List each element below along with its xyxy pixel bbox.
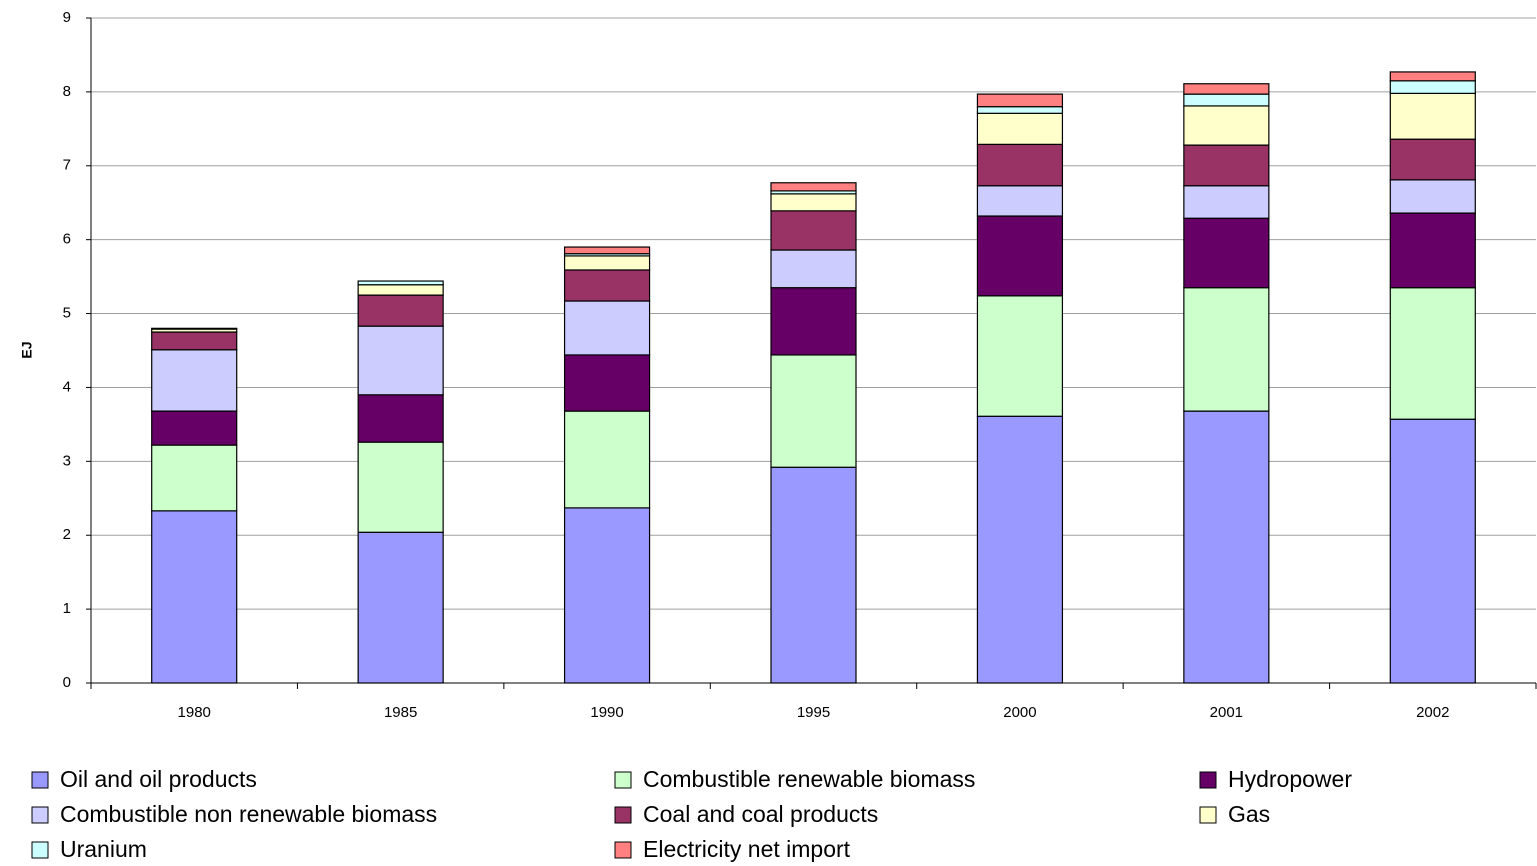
legend-swatch — [31, 771, 49, 789]
bar-segment — [976, 295, 1064, 417]
bar-segment — [357, 284, 444, 296]
legend-label: Uranium — [60, 836, 147, 862]
bar-segment — [151, 327, 238, 330]
legend-label: Oil and oil products — [60, 766, 257, 792]
bar-segment — [770, 193, 857, 212]
bar-segment — [770, 210, 857, 251]
legend-label: Coal and coal products — [643, 801, 878, 827]
bar-segment — [1389, 418, 1476, 684]
bar-segment — [357, 394, 444, 443]
y-axis-label: EJ — [19, 341, 35, 358]
y-tick-label: 1 — [63, 600, 71, 617]
legend-swatch — [31, 841, 49, 859]
bar-segment — [563, 255, 651, 271]
legend-label: Electricity net import — [643, 836, 851, 862]
bar-segment — [1183, 93, 1270, 107]
y-tick-label: 4 — [63, 378, 71, 395]
bar-segment — [151, 510, 238, 684]
x-tick-label: 1990 — [590, 704, 623, 721]
bar-segment — [1389, 92, 1476, 140]
bar-segment — [976, 185, 1064, 217]
y-tick-label: 6 — [63, 231, 71, 248]
bar-segment — [151, 410, 238, 446]
x-tick-label: 1985 — [384, 704, 417, 721]
bar-segment — [1183, 287, 1270, 412]
bar-segment — [1389, 138, 1476, 181]
bar-segment — [770, 249, 857, 289]
x-tick-label: 1980 — [178, 704, 211, 721]
bar-segment — [563, 507, 651, 684]
bar-segment — [1389, 80, 1476, 94]
bar-segment — [563, 269, 651, 302]
bar-segment — [1183, 83, 1270, 95]
bar-segment — [976, 93, 1064, 108]
bar-segment — [770, 354, 857, 468]
bar-segment — [976, 215, 1064, 297]
bar-segment — [770, 466, 857, 684]
bar-segment — [976, 415, 1064, 684]
legend-swatch — [1199, 771, 1217, 789]
bar-segment — [151, 331, 238, 351]
bar-segment — [1183, 105, 1270, 146]
x-tick-label: 2001 — [1210, 704, 1243, 721]
bar-segment — [357, 441, 444, 533]
bar-segment — [357, 531, 444, 684]
bar-segment — [357, 294, 444, 327]
bar-segment — [976, 143, 1064, 187]
bar-segment — [976, 106, 1064, 114]
legend-label: Gas — [1228, 801, 1270, 827]
bar-segment — [563, 354, 651, 412]
bar-segment — [151, 349, 238, 412]
bar-segment — [976, 112, 1064, 145]
bar-segment — [357, 325, 444, 396]
x-tick-label: 1995 — [797, 704, 830, 721]
y-tick-label: 9 — [63, 9, 71, 26]
bar-segment — [1183, 185, 1270, 219]
bar-segment — [1183, 144, 1270, 187]
y-tick-label: 8 — [63, 83, 71, 100]
y-tick-label: 3 — [63, 452, 71, 469]
y-tick-label: 2 — [63, 526, 71, 543]
x-tick-label: 2000 — [1003, 704, 1036, 721]
bar-segment — [357, 280, 444, 286]
bar-segment — [563, 300, 651, 356]
bar-segment — [1183, 410, 1270, 684]
x-tick-label: 2002 — [1416, 704, 1449, 721]
bar-segment — [1389, 212, 1476, 289]
legend-label: Combustible renewable biomass — [643, 766, 975, 792]
bar-segment — [770, 182, 857, 192]
bar-segment — [563, 410, 651, 509]
y-tick-label: 0 — [63, 674, 71, 691]
bar-segment — [151, 444, 238, 512]
legend-label: Hydropower — [1228, 766, 1352, 792]
y-tick-label: 7 — [63, 157, 71, 174]
bar-segment — [1389, 179, 1476, 214]
bar-segment — [1389, 287, 1476, 420]
legend-swatch — [614, 806, 632, 824]
legend-label: Combustible non renewable biomass — [60, 801, 437, 827]
y-tick-label: 5 — [63, 305, 71, 322]
bar-segment — [770, 287, 857, 356]
bar-segment — [1389, 71, 1476, 82]
bar-segment — [563, 246, 651, 255]
legend-swatch — [31, 806, 49, 824]
legend-swatch — [614, 771, 632, 789]
bar-segment — [1183, 217, 1270, 289]
legend-swatch — [614, 841, 632, 859]
legend-swatch — [1199, 806, 1217, 824]
